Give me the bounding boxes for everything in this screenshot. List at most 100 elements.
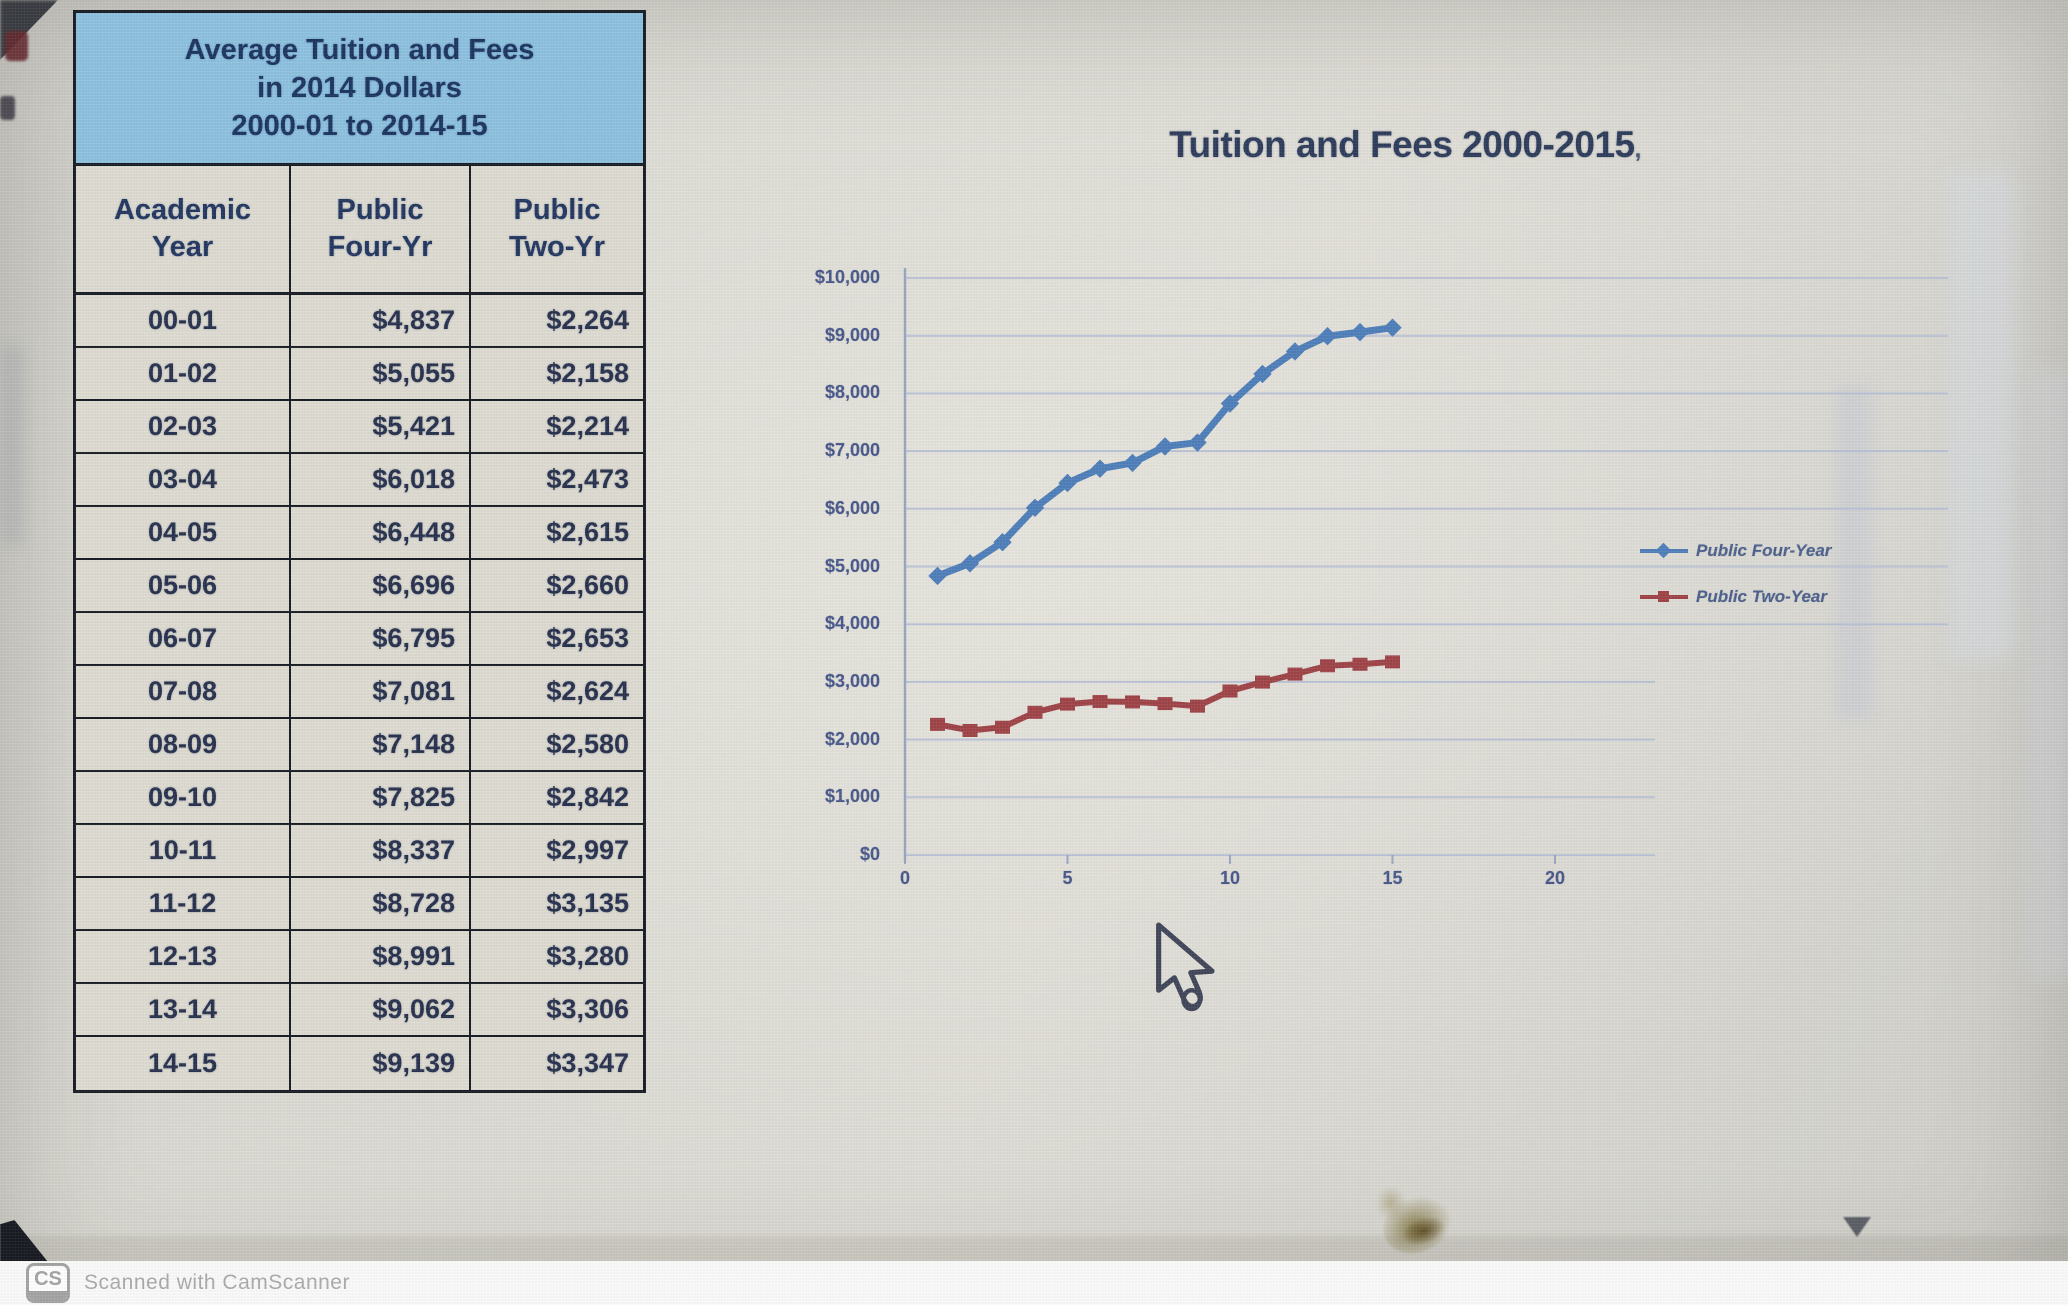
cell-public-four-yr: $6,018 xyxy=(291,454,471,507)
y-axis-tick-label: $10,000 xyxy=(814,267,880,287)
stain-artifact xyxy=(1376,1186,1406,1220)
table-row: 01-02 $5,055 $2,158 xyxy=(76,348,643,401)
table-row: 04-05 $6,448 $2,615 xyxy=(76,507,643,560)
cell-academic-year: 06-07 xyxy=(76,613,291,666)
red-mark-artifact xyxy=(5,31,28,61)
camscanner-footer: CS Scanned with CamScanner xyxy=(0,1261,2068,1305)
cell-public-four-yr: $5,421 xyxy=(291,401,471,454)
table-row: 05-06 $6,696 $2,660 xyxy=(76,560,643,613)
cell-academic-year: 05-06 xyxy=(76,560,291,613)
chart-plot xyxy=(903,268,1948,864)
cell-public-four-yr: $5,055 xyxy=(291,348,471,401)
stain-artifact xyxy=(1399,1211,1449,1251)
cell-public-four-yr: $7,081 xyxy=(291,666,471,719)
header-line: Four-Yr xyxy=(327,231,433,263)
cell-public-four-yr: $8,337 xyxy=(291,825,471,878)
table-header-row: Academic Year Public Four-Yr Public Two-… xyxy=(76,166,643,295)
tuition-chart: Tuition and Fees 2000-2015, $0 $1,000 $2,0… xyxy=(760,110,2050,920)
table-row: 09-10 $7,825 $2,842 xyxy=(76,772,643,825)
table-row: 11-12 $8,728 $3,135 xyxy=(76,878,643,931)
cell-public-two-yr: $2,158 xyxy=(471,348,643,401)
cell-public-four-yr: $7,825 xyxy=(291,772,471,825)
table-title: Average Tuition and Fees in 2014 Dollars… xyxy=(76,13,643,166)
column-header-public-four-yr: Public Four-Yr xyxy=(291,166,471,295)
stain-artifact xyxy=(1373,1183,1461,1265)
table-row: 07-08 $7,081 $2,624 xyxy=(76,666,643,719)
y-axis-tick-label: $6,000 xyxy=(824,497,880,518)
y-axis-tick-label: $4,000 xyxy=(824,613,880,634)
x-axis-tick-label: 20 xyxy=(1544,868,1566,888)
camscanner-logo-text: CS xyxy=(34,1268,62,1290)
legend-diamond-marker-icon xyxy=(1655,542,1672,559)
legend-line-swatch xyxy=(1640,542,1688,559)
tuition-table: Average Tuition and Fees in 2014 Dollars… xyxy=(73,10,646,1093)
cell-public-two-yr: $3,135 xyxy=(471,878,643,931)
cell-public-two-yr: $2,653 xyxy=(471,613,643,666)
cell-public-four-yr: $4,837 xyxy=(291,295,471,348)
left-streak-artifact xyxy=(0,345,24,545)
header-line: Academic xyxy=(113,194,251,226)
header-line: Public xyxy=(336,194,424,226)
x-axis-tick-label: 0 xyxy=(899,868,910,888)
y-axis-tick-label: $9,000 xyxy=(824,324,880,345)
y-axis-tick-label: $7,000 xyxy=(824,440,880,461)
cell-public-two-yr: $2,473 xyxy=(471,454,643,507)
table-title-line2: in 2014 Dollars xyxy=(257,72,462,104)
column-header-public-two-yr: Public Two-Yr xyxy=(471,166,643,295)
y-axis-tick-label: $0 xyxy=(859,844,880,864)
y-axis-tick-label: $2,000 xyxy=(824,728,880,749)
cell-public-two-yr: $3,306 xyxy=(471,984,643,1037)
table-body: 00-01 $4,837 $2,264 01-02 $5,055 $2,158 02-03 $… xyxy=(76,295,643,1090)
cell-public-two-yr: $2,842 xyxy=(471,772,643,825)
cell-public-four-yr: $6,696 xyxy=(291,560,471,613)
cell-academic-year: 14-15 xyxy=(76,1037,291,1090)
cell-public-two-yr: $2,660 xyxy=(471,560,643,613)
corner-wedge-artifact xyxy=(0,1220,48,1262)
cell-public-two-yr: $2,615 xyxy=(471,507,643,560)
column-header-academic-year: Academic Year xyxy=(76,166,291,295)
table-title-line3: 2000-01 to 2014-15 xyxy=(231,110,488,142)
cell-academic-year: 12-13 xyxy=(76,931,291,984)
cell-academic-year: 01-02 xyxy=(76,348,291,401)
chart-legend: Public Four-Year Public Two-Year xyxy=(1640,538,1831,630)
down-triangle-marker xyxy=(1843,1217,1871,1237)
table-row: 00-01 $4,837 $2,264 xyxy=(76,295,643,348)
cell-public-four-yr: $8,728 xyxy=(291,878,471,931)
cell-academic-year: 10-11 xyxy=(76,825,291,878)
table-row: 13-14 $9,062 $3,306 xyxy=(76,984,643,1037)
legend-label: Public Four-Year xyxy=(1696,541,1832,560)
cell-public-four-yr: $9,139 xyxy=(291,1037,471,1090)
table-row: 14-15 $9,139 $3,347 xyxy=(76,1037,643,1090)
table-title-line1: Average Tuition and Fees xyxy=(184,34,535,66)
table-row: 02-03 $5,421 $2,214 xyxy=(76,401,643,454)
mouse-cursor-icon xyxy=(1156,922,1215,1012)
cell-academic-year: 08-09 xyxy=(76,719,291,772)
table-row: 12-13 $8,991 $3,280 xyxy=(76,931,643,984)
cell-public-four-yr: $9,062 xyxy=(291,984,471,1037)
cell-academic-year: 11-12 xyxy=(76,878,291,931)
cell-public-two-yr: $2,624 xyxy=(471,666,643,719)
cell-public-two-yr: $2,214 xyxy=(471,401,643,454)
camscanner-caption: Scanned with CamScanner xyxy=(84,1271,350,1294)
x-axis-tick-label: 10 xyxy=(1219,868,1241,888)
cell-academic-year: 07-08 xyxy=(76,666,291,719)
cell-public-two-yr: $2,997 xyxy=(471,825,643,878)
cell-academic-year: 00-01 xyxy=(76,295,291,348)
y-axis-tick-label: $8,000 xyxy=(824,382,880,403)
legend-item-public-two-year: Public Two-Year xyxy=(1640,584,1831,610)
cell-public-two-yr: $2,264 xyxy=(471,295,643,348)
cell-academic-year: 04-05 xyxy=(76,507,291,560)
header-line: Two-Yr xyxy=(508,231,606,263)
chart-title: Tuition and Fees 2000-2015, xyxy=(800,124,2010,166)
camscanner-logo-icon: CS xyxy=(26,1263,70,1303)
cell-public-four-yr: $8,991 xyxy=(291,931,471,984)
header-line: Public xyxy=(513,194,601,226)
legend-label: Public Two-Year xyxy=(1696,587,1827,606)
corner-shadow-artifact xyxy=(0,0,58,60)
cell-academic-year: 03-04 xyxy=(76,454,291,507)
cell-academic-year: 09-10 xyxy=(76,772,291,825)
bottom-shade-artifact xyxy=(0,1236,2068,1262)
legend-square-marker-icon xyxy=(1658,591,1669,602)
table-row: 10-11 $8,337 $2,997 xyxy=(76,825,643,878)
chart-title-text: Tuition and Fees 2000-2015 xyxy=(1169,124,1635,165)
